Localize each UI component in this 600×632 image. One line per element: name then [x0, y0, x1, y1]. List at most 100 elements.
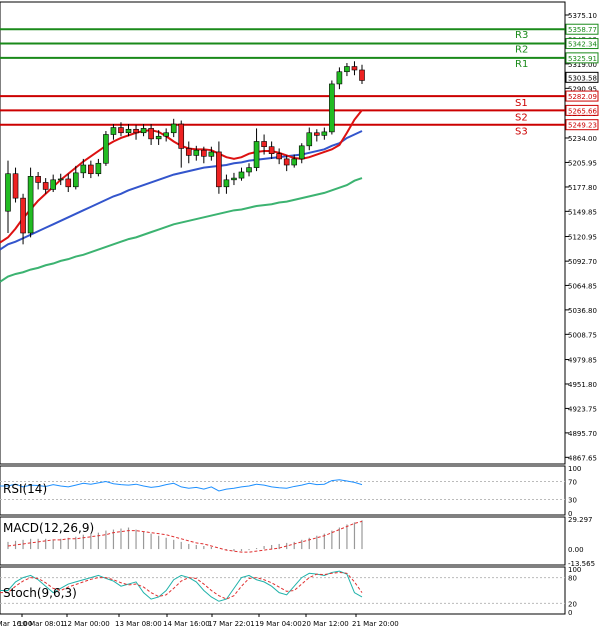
candle	[261, 134, 267, 155]
x-tick-label: 10 Mar 08:01	[18, 620, 65, 628]
candle-body	[336, 71, 343, 85]
candle	[344, 63, 350, 77]
candle-body	[140, 128, 147, 134]
candle	[208, 146, 215, 161]
price-label-box	[565, 23, 599, 35]
candle	[163, 128, 169, 142]
candle-body	[321, 131, 328, 136]
candle	[201, 146, 207, 164]
stoch-panel-frame	[0, 566, 566, 615]
candle-body	[42, 182, 49, 190]
main-y-tick-label: 4979.85	[568, 357, 597, 365]
candle-body	[359, 69, 365, 81]
candle	[298, 143, 305, 164]
candle-body	[125, 128, 132, 134]
candle-body	[253, 141, 260, 168]
candle-body	[118, 127, 124, 134]
candle	[35, 171, 41, 190]
candle	[276, 148, 282, 165]
candle	[80, 158, 87, 179]
candle	[57, 173, 64, 186]
candle-body	[57, 178, 64, 181]
candle-body	[246, 167, 252, 173]
candle	[12, 167, 19, 203]
candle-body	[193, 149, 200, 156]
main-y-tick-label: 5092.70	[568, 258, 597, 266]
x-tick-label: 20 Mar 12:00	[302, 620, 349, 628]
candle	[306, 127, 313, 151]
main-y-tick-label: 5064.85	[568, 282, 597, 290]
price-label-box	[565, 38, 599, 50]
candle-body	[20, 197, 26, 234]
main-y-tick-label: 5290.95	[568, 85, 597, 93]
stoch-y-tick-label: 80	[568, 575, 577, 583]
level-label-s1: S1	[515, 98, 528, 109]
candle	[118, 122, 124, 137]
level-label-r3: R3	[515, 30, 528, 41]
price-label-box	[565, 71, 599, 83]
candle-body	[65, 178, 72, 188]
candle-body	[261, 141, 267, 148]
candle	[125, 124, 132, 137]
candle	[140, 124, 147, 137]
moving-average-green	[0, 177, 363, 283]
price-label: 5282.09	[568, 93, 597, 101]
candle	[268, 141, 275, 159]
candle	[103, 131, 109, 166]
candle-body	[35, 176, 41, 183]
candle	[5, 160, 11, 233]
candle	[231, 172, 237, 186]
main-y-tick-label: 4867.65	[568, 454, 597, 462]
candle	[133, 124, 139, 140]
candle	[178, 120, 185, 168]
candle-body	[95, 162, 102, 175]
stoch-y-tick-label: 100	[568, 566, 581, 574]
price-label: 5265.66	[568, 107, 597, 115]
candle	[65, 173, 72, 193]
price-label-box	[565, 90, 599, 102]
candle	[351, 61, 358, 76]
candle	[170, 118, 177, 138]
price-label: 5325.91	[568, 55, 597, 63]
candle-body	[155, 135, 162, 140]
price-label: 5303.58	[568, 74, 597, 82]
candle-body	[351, 66, 358, 71]
level-label-s2: S2	[515, 112, 528, 123]
candle	[155, 130, 162, 145]
candle-body	[88, 164, 94, 175]
candle-body	[314, 132, 320, 136]
stoch-k-line	[0, 570, 363, 602]
candle-body	[276, 153, 282, 160]
candle	[223, 174, 230, 194]
candle	[20, 193, 26, 245]
candle-body	[110, 127, 117, 135]
candle-body	[103, 134, 109, 164]
candle	[95, 158, 102, 177]
candle-body	[238, 171, 245, 179]
x-tick-label: 21 Mar 20:00	[352, 620, 399, 628]
candle	[42, 178, 49, 194]
candle-body	[148, 128, 154, 140]
candle-body	[306, 132, 313, 147]
candle	[283, 155, 290, 172]
candle	[321, 127, 328, 140]
main-y-tick-label: 5149.85	[568, 208, 597, 216]
price-label: 5358.77	[568, 26, 597, 34]
candle-body	[329, 83, 335, 133]
rsi-panel: 100 70 30 0 RSI(14)	[0, 465, 581, 518]
price-label-box	[565, 119, 599, 131]
candle	[253, 128, 260, 172]
candle-body	[208, 151, 215, 157]
candle-body	[268, 146, 275, 154]
level-label-r2: R2	[515, 45, 528, 56]
candle-body	[298, 145, 305, 160]
candle	[238, 167, 245, 181]
candle	[110, 124, 117, 140]
level-label-r1: R1	[515, 59, 528, 70]
main-panel-frame	[0, 1, 566, 465]
candle-body	[27, 176, 34, 234]
price-label-box	[565, 104, 599, 116]
candle-body	[344, 66, 350, 73]
